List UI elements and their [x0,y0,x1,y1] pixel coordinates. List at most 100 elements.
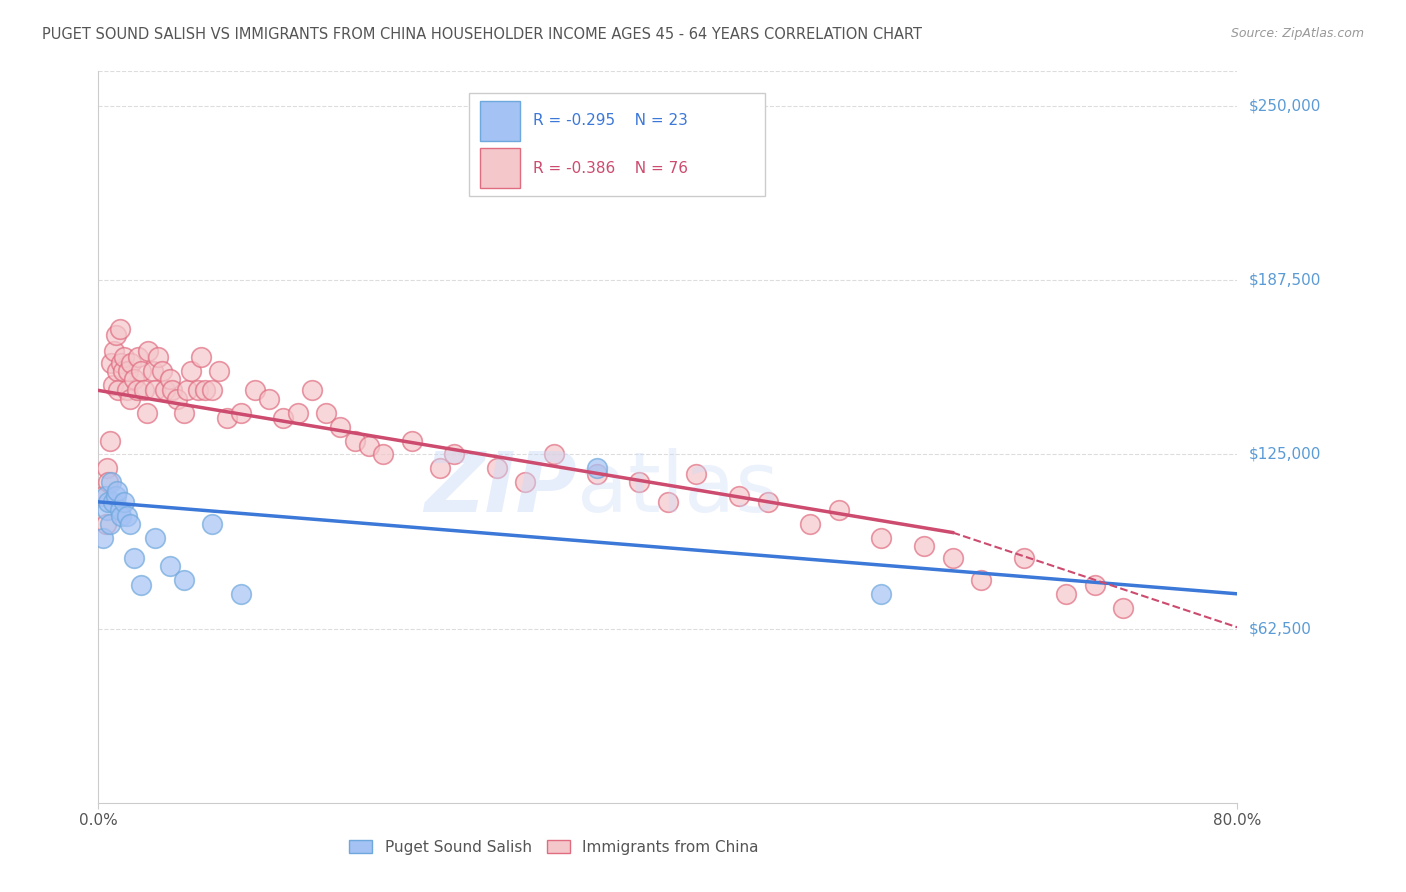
Text: R = -0.386    N = 76: R = -0.386 N = 76 [533,161,689,176]
Point [229,587,252,601]
Point [870,531,893,545]
Point [104,327,127,342]
Point [243,384,266,398]
Point [112,350,135,364]
Point [1112,600,1135,615]
Point [287,406,309,420]
Point [429,461,451,475]
Point [94,517,117,532]
Point [129,578,152,592]
Point [110,355,132,369]
Point [115,508,138,523]
Text: Source: ZipAtlas.com: Source: ZipAtlas.com [1230,27,1364,40]
Point [104,489,127,503]
Point [91,489,114,503]
Point [756,495,779,509]
Text: $250,000: $250,000 [1249,99,1320,113]
Point [970,573,993,587]
Point [132,384,155,398]
Point [373,448,395,462]
Text: $125,000: $125,000 [1249,447,1320,462]
Point [97,495,120,509]
Point [208,364,231,378]
Point [103,344,125,359]
Point [828,503,851,517]
Point [122,550,145,565]
Point [176,384,198,398]
Text: $62,500: $62,500 [1249,621,1312,636]
Point [117,364,139,378]
Point [98,434,121,448]
Point [685,467,707,481]
Point [401,434,423,448]
Point [166,392,188,406]
Point [145,531,167,545]
Point [105,364,128,378]
Point [728,489,751,503]
Point [357,439,380,453]
Point [486,461,509,475]
Point [152,364,174,378]
Point [122,372,145,386]
Text: PUGET SOUND SALISH VS IMMIGRANTS FROM CHINA HOUSEHOLDER INCOME AGES 45 - 64 YEAR: PUGET SOUND SALISH VS IMMIGRANTS FROM CH… [42,27,922,42]
Point [273,411,295,425]
Point [159,372,181,386]
Point [96,503,118,517]
FancyBboxPatch shape [479,101,520,141]
Point [108,503,131,517]
Point [1012,550,1035,565]
Point [145,384,167,398]
Point [1056,587,1078,601]
Point [101,495,124,509]
Point [942,550,965,565]
Point [187,384,209,398]
Point [94,489,117,503]
Point [108,322,131,336]
Point [301,384,323,398]
Point [118,392,141,406]
Point [343,434,366,448]
Point [110,508,132,523]
Point [585,467,607,481]
Point [173,406,195,420]
Point [112,495,135,509]
Point [105,483,128,498]
Text: atlas: atlas [576,448,779,529]
Point [215,411,238,425]
Point [100,475,122,490]
Text: R = -0.295    N = 23: R = -0.295 N = 23 [533,113,689,128]
Point [135,406,157,420]
Point [98,517,121,532]
Text: ZIP: ZIP [425,448,576,529]
FancyBboxPatch shape [479,148,520,188]
Point [100,355,122,369]
Point [194,384,217,398]
Point [129,364,152,378]
Point [329,419,352,434]
Point [115,384,138,398]
Point [148,350,170,364]
Point [97,475,120,490]
Point [101,377,124,392]
Point [1084,578,1107,592]
Point [201,517,224,532]
Point [136,344,159,359]
Point [201,384,224,398]
Point [127,350,149,364]
Point [155,384,177,398]
FancyBboxPatch shape [468,94,765,195]
Point [180,364,202,378]
Point [315,406,337,420]
Point [585,461,607,475]
Point [443,448,465,462]
Point [515,475,537,490]
Legend: Puget Sound Salish, Immigrants from China: Puget Sound Salish, Immigrants from Chin… [343,834,765,861]
Point [107,384,129,398]
Point [91,531,114,545]
Point [912,540,935,554]
Point [120,355,142,369]
Point [190,350,212,364]
Point [141,364,163,378]
Point [173,573,195,587]
Point [162,384,184,398]
